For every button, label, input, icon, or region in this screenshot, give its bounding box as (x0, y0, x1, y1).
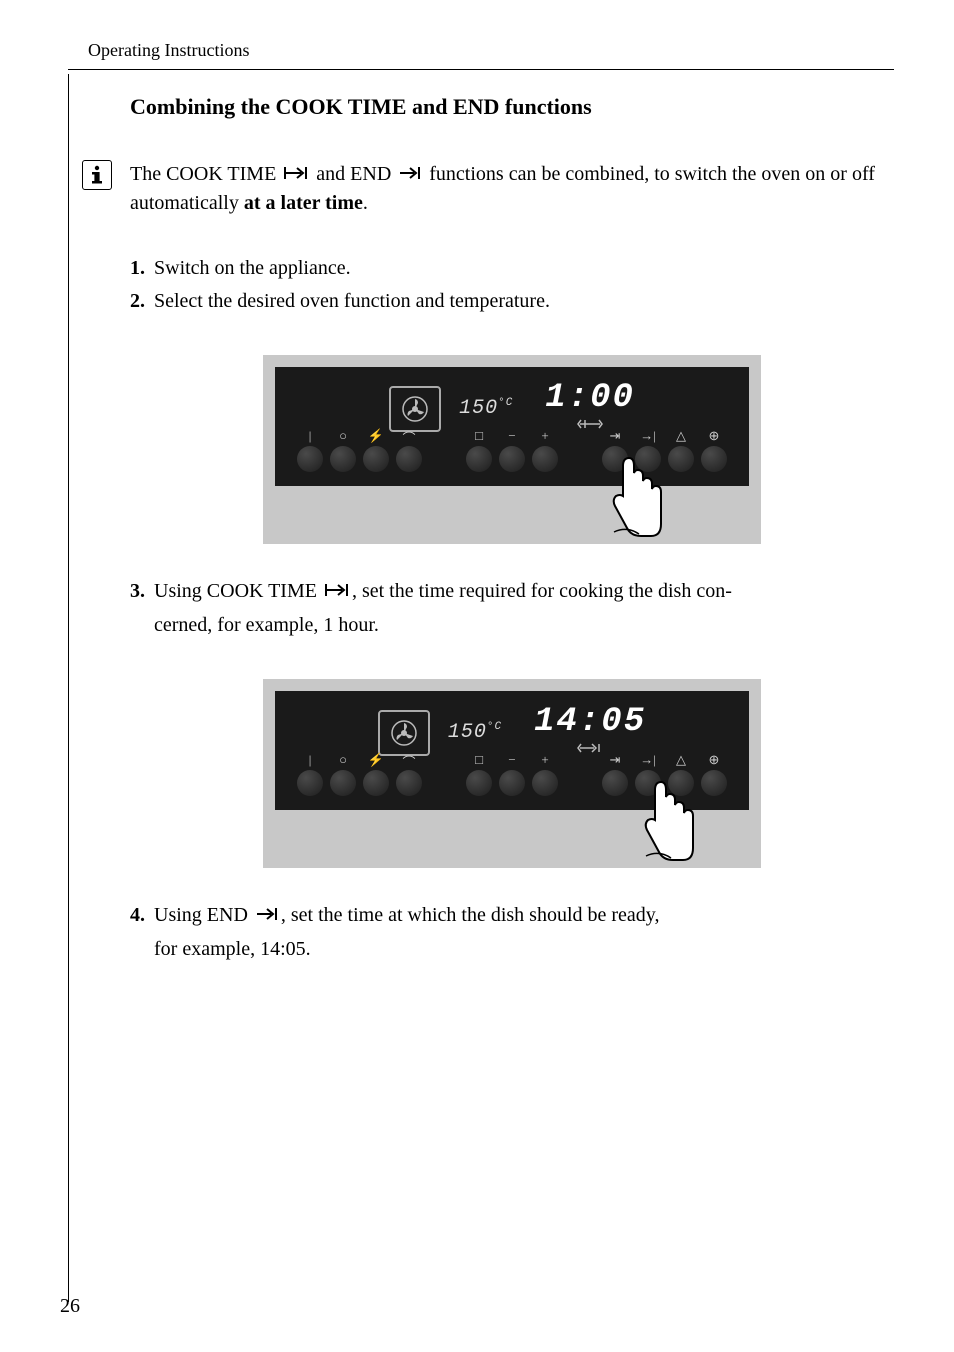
finger-pointer-icon (609, 454, 667, 545)
left-buttons: | ○ ⚡ ⌒ (297, 446, 422, 472)
btn-label: ⌒ (402, 428, 415, 447)
temp-value: 150°C (448, 721, 502, 744)
btn-label: □ (475, 752, 483, 768)
cook-time-icon (324, 577, 350, 608)
finger-pointer-icon (641, 778, 699, 869)
panel-btn[interactable]: ⚡ (363, 770, 389, 796)
mode-icon-box (389, 386, 441, 432)
panel-btn[interactable]: ⊕ (701, 770, 727, 796)
panel-btn[interactable]: + (532, 446, 558, 472)
btn-label: □ (475, 428, 483, 444)
btn-label: + (541, 752, 548, 768)
fan-icon (389, 718, 419, 748)
btn-label: ⇥ (610, 428, 621, 444)
mode-indicator-icon (534, 741, 646, 760)
btn-label: ⚡ (368, 428, 384, 444)
panel-btn[interactable]: ○ (330, 446, 356, 472)
panel-btn[interactable]: ⌒ (396, 770, 422, 796)
btn-label: | (309, 752, 312, 768)
step-text: Switch on the appliance. (154, 253, 894, 284)
step-num: 4. (130, 900, 154, 932)
btn-label: ⊕ (709, 752, 720, 768)
panel-btn[interactable]: □ (466, 446, 492, 472)
panel-btn[interactable]: △ (668, 446, 694, 472)
step-num: 1. (130, 253, 154, 284)
time-value: 1:00 (545, 381, 635, 415)
info-icon (82, 160, 112, 190)
temp-unit: °C (498, 397, 513, 409)
step-num: 2. (130, 286, 154, 317)
panel-btn[interactable]: | (297, 770, 323, 796)
step-text: Using COOK TIME , set the time required … (154, 576, 894, 608)
intro-p4: . (363, 192, 368, 214)
btn-label: △ (676, 428, 686, 444)
step-num: 3. (130, 576, 154, 608)
middle-buttons: □ − + (466, 770, 558, 796)
btn-label: − (508, 752, 515, 768)
header-text: Operating Instructions (60, 40, 894, 61)
btn-label: ⚡ (368, 752, 384, 768)
panel-btn[interactable]: ⚡ (363, 446, 389, 472)
middle-buttons: □ − + (466, 446, 558, 472)
btn-label: + (541, 428, 548, 444)
intro-paragraph: The COOK TIME and END functions can be c… (130, 160, 894, 217)
btn-label: ⇥ (610, 752, 621, 768)
left-buttons: | ○ ⚡ ⌒ (297, 770, 422, 796)
step-text: Using END , set the time at which the di… (154, 900, 894, 932)
step-4: 4. Using END , set the time at which the… (130, 900, 894, 932)
btn-label: →| (640, 752, 656, 768)
panel-btn[interactable]: | (297, 446, 323, 472)
step-2: 2. Select the desired oven function and … (130, 286, 894, 317)
end-icon (398, 161, 422, 189)
mode-icon-box (378, 710, 430, 756)
oven-display: 150°C 1:00 | ○ ⚡ ⌒ (275, 367, 749, 486)
end-icon (255, 901, 279, 932)
panel-btn[interactable]: ⊕ (701, 446, 727, 472)
btn-label: | (309, 428, 312, 444)
btn-label: ○ (339, 752, 347, 768)
btn-label: − (508, 428, 515, 444)
panel-btn[interactable]: − (499, 446, 525, 472)
step-continue: cerned, for example, 1 hour. (130, 610, 894, 641)
intro-bold: at a later time (244, 192, 363, 214)
panel-btn[interactable]: + (532, 770, 558, 796)
btn-label: ⊕ (709, 428, 720, 444)
oven-panel-fig-1: 150°C 1:00 | ○ ⚡ ⌒ (263, 355, 761, 544)
intro-p1: The COOK TIME (130, 163, 281, 185)
step-text: Select the desired oven function and tem… (154, 286, 894, 317)
btn-label: ○ (339, 428, 347, 444)
temp-unit: °C (487, 721, 502, 733)
margin-rule (68, 74, 69, 1302)
panel-btn[interactable]: □ (466, 770, 492, 796)
cook-time-icon (283, 161, 309, 189)
panel-btn[interactable]: ⇥ (602, 770, 628, 796)
panel-btn[interactable]: − (499, 770, 525, 796)
mode-indicator-icon (545, 417, 635, 436)
temp-value: 150°C (459, 397, 513, 420)
intro-p2: and END (311, 163, 396, 185)
step-continue: for example, 14:05. (130, 934, 894, 965)
step-1: 1. Switch on the appliance. (130, 253, 894, 284)
panel-btn[interactable]: ○ (330, 770, 356, 796)
fan-icon (400, 394, 430, 424)
btn-label: △ (676, 752, 686, 768)
oven-panel-fig-2: 150°C 14:05 | ○ ⚡ ⌒ (263, 679, 761, 868)
page-number: 26 (60, 1295, 80, 1318)
section-title: Combining the COOK TIME and END function… (130, 94, 894, 120)
panel-btn[interactable]: ⌒ (396, 446, 422, 472)
step-3: 3. Using COOK TIME , set the time requir… (130, 576, 894, 608)
btn-label: ⌒ (402, 752, 415, 771)
time-value: 14:05 (534, 705, 646, 739)
btn-label: →| (640, 428, 656, 444)
